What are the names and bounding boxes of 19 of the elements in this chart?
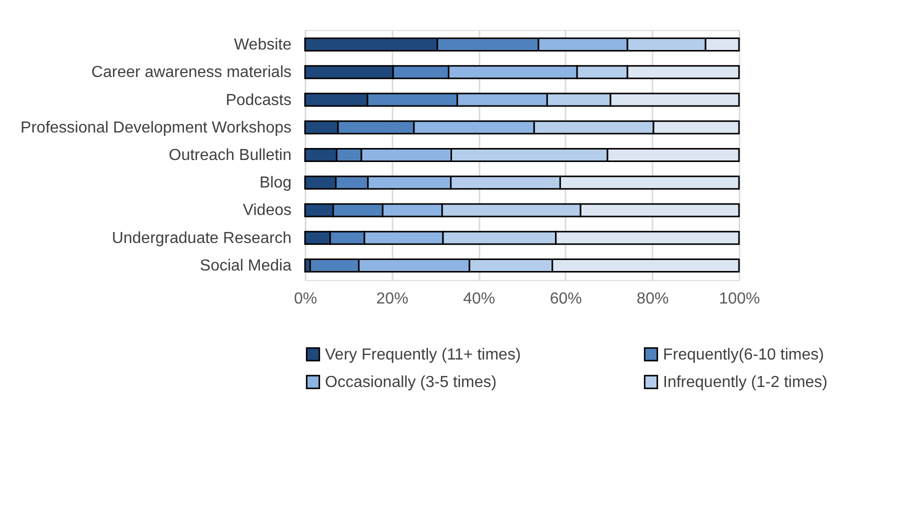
legend-label: Infrequently (1-2 times) <box>663 374 828 391</box>
legend-label: Occasionally (3-5 times) <box>325 374 497 391</box>
y-tick-label: Undergraduate Research <box>112 230 292 247</box>
legend-label: Very Frequently (11+ times) <box>325 346 521 364</box>
x-tick-label: 100% <box>719 290 760 308</box>
y-tick-label: Blog <box>259 174 292 192</box>
x-tick-label: 40% <box>463 290 496 308</box>
y-tick-label: Outreach Bulletin <box>168 147 292 164</box>
y-tick-label: Website <box>234 36 292 54</box>
x-tick-label: 20% <box>376 290 408 308</box>
x-tick-label: 0% <box>294 290 318 308</box>
y-tick-label: Videos <box>242 202 292 220</box>
y-tick-label: Career awareness materials <box>91 64 292 82</box>
y-tick-label: Podcasts <box>226 92 292 109</box>
x-tick-label: 60% <box>550 290 582 308</box>
legend-label: Frequently(6-10 times) <box>663 346 824 364</box>
x-tick-label: 80% <box>636 290 669 308</box>
y-tick-label: Professional Development Workshops <box>20 119 292 136</box>
y-tick-label: Social Media <box>200 257 292 274</box>
